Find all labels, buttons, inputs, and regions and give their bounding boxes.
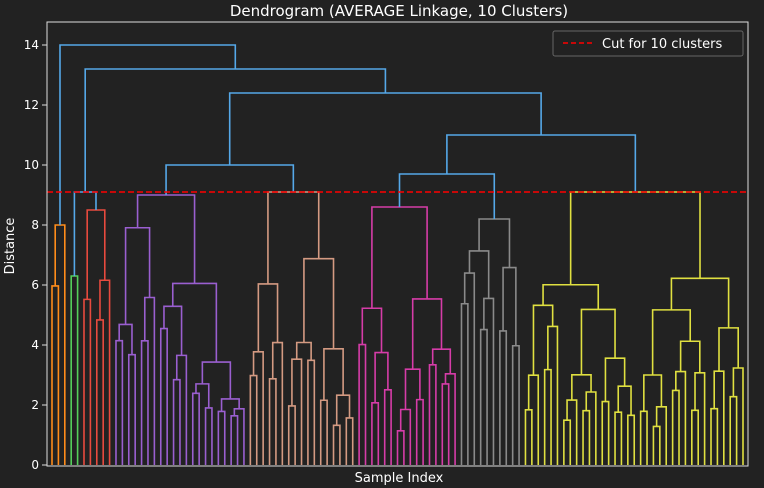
chart-title: Dendrogram (AVERAGE Linkage, 10 Clusters… [230,2,568,20]
cluster-link [643,374,663,412]
legend-box [552,30,744,57]
cluster-link [204,407,213,465]
y-tick-label: 0 [31,458,39,472]
cluster-link [710,407,719,465]
cluster-link [404,368,421,410]
cluster-link [463,272,476,465]
cluster-link [502,266,517,346]
plot-frame [46,21,749,467]
cluster-link [287,405,296,465]
cluster-link [95,319,104,465]
cluster-link [655,406,668,465]
cluster-link [271,341,284,465]
cluster-link [51,285,60,465]
cluster-link [444,372,456,465]
cluster-link [532,304,554,376]
cluster-link [601,400,610,465]
cluster-link [143,296,156,465]
y-tick-label: 8 [31,218,39,232]
cluster-link [171,282,218,363]
cluster-link [257,283,279,352]
cluster-link [140,340,149,465]
cluster-link [670,277,730,328]
cluster-link [307,359,316,465]
legend: Cut for 10 clusters [552,30,744,57]
legend-label: Cut for 10 clusters [602,37,722,52]
y-tick-label: 2 [31,398,39,412]
y-axis-label: Distance [3,218,18,275]
cluster-link [671,389,680,465]
cluster-link [582,409,591,465]
dendrogram-links [51,44,744,465]
axes: 0 2 4 6 8 10 12 14 [24,21,749,472]
cluster-link [295,341,312,361]
x-axis-label: Sample Index [355,471,444,486]
y-tick-label: 10 [24,158,39,172]
y-tick-label: 12 [24,98,39,112]
cluster-link [268,377,277,465]
y-tick-label: 4 [31,338,39,352]
cluster-link [617,385,632,416]
cluster-link [732,367,744,465]
cluster-link [691,409,700,465]
cluster-link [468,250,490,299]
cluster-link [291,358,303,465]
cluster-link [679,340,701,373]
cluster-link [195,383,210,408]
cluster-link [358,343,367,465]
cluster-link [566,399,578,465]
cluster-link [163,305,183,356]
cluster-link [571,374,592,401]
y-tick-label: 14 [24,38,39,52]
cluster-link [718,327,740,372]
cluster-link [527,374,540,465]
cluster-link [415,398,424,465]
cluster-link [252,350,264,465]
cluster-link [614,411,623,465]
cluster-link [675,370,687,465]
cluster-link [694,372,706,465]
cluster-link [411,298,443,370]
cluster-link [374,351,389,403]
cluster-link [319,399,328,465]
cluster-link [371,402,380,465]
cluster-link [651,309,692,376]
y-tick-label: 6 [31,278,39,292]
cluster-link [585,391,597,465]
cluster-link [83,298,92,465]
upper-link [59,44,237,225]
